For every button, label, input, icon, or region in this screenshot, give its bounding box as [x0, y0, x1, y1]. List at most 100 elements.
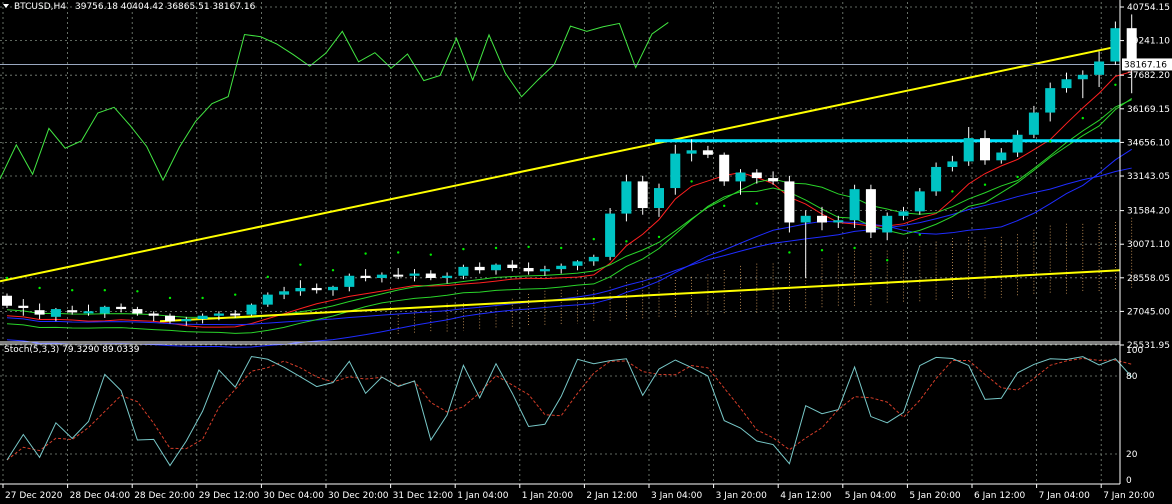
- psar-dot: [5, 276, 9, 280]
- time-tick-label: 29 Dec 12:00: [199, 491, 260, 501]
- time-tick-label: 31 Dec 12:00: [393, 491, 454, 501]
- psar-dot: [1016, 175, 1019, 179]
- candle: [67, 305, 78, 315]
- candle: [865, 184, 876, 239]
- candle: [947, 155, 958, 172]
- psar-dot: [136, 290, 139, 293]
- symbol-title: BTCUSD,H4: [14, 2, 66, 12]
- psar-dot: [462, 247, 465, 251]
- header-triangle-icon: [3, 4, 9, 8]
- candle: [311, 283, 322, 294]
- psar-dot: [71, 288, 74, 292]
- price-tick-label: 30071.10: [1127, 240, 1170, 250]
- candle: [882, 212, 893, 241]
- candle: [556, 263, 567, 274]
- candle: [621, 174, 632, 222]
- time-tick-label: 28 Dec 04:00: [70, 491, 131, 501]
- oscillator-line: [0, 22, 669, 182]
- candle: [931, 162, 942, 196]
- psar-dot: [299, 263, 302, 266]
- psar-dot: [918, 233, 921, 236]
- psar-dot: [755, 202, 758, 205]
- candle: [181, 316, 192, 326]
- candle: [393, 267, 404, 280]
- candle: [425, 270, 436, 281]
- candle: [849, 184, 860, 229]
- upper-trendline: [0, 44, 1121, 283]
- psar-dot: [1049, 140, 1052, 143]
- price-tick-label: 39241.10: [1127, 37, 1170, 47]
- stoch-title: Stoch(5,3,3) 79.3290 89.0339: [4, 345, 140, 355]
- candle: [1061, 72, 1072, 93]
- candle: [376, 272, 387, 283]
- candle: [1110, 21, 1121, 65]
- psar-dot: [886, 259, 889, 262]
- candle: [1094, 51, 1105, 88]
- candle: [702, 145, 713, 159]
- candle: [165, 313, 175, 324]
- time-tick-label: 28 Dec 20:00: [134, 491, 195, 501]
- candle: [588, 254, 599, 266]
- price-tick-label: 40754.15: [1127, 3, 1170, 13]
- time-tick-label: 7 Jan 04:00: [1039, 491, 1091, 501]
- psar-dot: [1081, 116, 1085, 120]
- price-tick-label: 25531.95: [1127, 341, 1170, 351]
- candle: [83, 304, 94, 316]
- candle: [654, 183, 664, 217]
- time-tick-label: 3 Jan 20:00: [716, 491, 768, 501]
- psar-dot: [103, 288, 107, 292]
- candle: [442, 272, 453, 284]
- candle: [295, 280, 306, 296]
- stoch-main-line: [6, 355, 1133, 467]
- candle: [605, 208, 616, 261]
- psar-dot: [397, 251, 400, 254]
- candle: [360, 269, 371, 282]
- ma-slow2-line: [6, 148, 1132, 348]
- price-tick-label: 31584.20: [1127, 207, 1170, 217]
- psar-dot: [690, 180, 693, 183]
- price-tick-label: 27045.00: [1127, 307, 1170, 317]
- parabolic-sar: [5, 83, 1117, 300]
- ma-mid2-line: [6, 98, 1132, 334]
- time-tick-label: 5 Jan 20:00: [909, 491, 961, 501]
- time-tick-label: 6 Jan 12:00: [974, 491, 1026, 501]
- candle: [197, 313, 208, 324]
- current-price-tag: [1122, 58, 1172, 71]
- psar-dot: [788, 251, 791, 254]
- candle: [1045, 82, 1056, 122]
- time-tick-label: 5 Jan 04:00: [845, 491, 897, 501]
- psar-dot: [364, 252, 367, 255]
- trend-lines[interactable]: [0, 44, 1121, 323]
- candle: [409, 269, 420, 282]
- time-tick-label: 1 Jan 20:00: [522, 491, 574, 501]
- time-tick-label: 30 Dec 20:00: [328, 491, 389, 501]
- candle: [735, 169, 746, 195]
- candle: [1126, 14, 1137, 94]
- psar-dot: [494, 246, 498, 250]
- psar-dot: [657, 235, 661, 239]
- candle: [230, 310, 241, 318]
- psar-dot: [266, 275, 269, 279]
- candle: [213, 311, 224, 321]
- stoch-level-label: 100: [1126, 346, 1143, 356]
- candle: [898, 206, 909, 221]
- candle: [637, 175, 648, 215]
- candle: [507, 260, 518, 272]
- candle: [686, 139, 697, 162]
- candle: [784, 175, 795, 233]
- candle: [279, 286, 290, 300]
- candle: [523, 262, 534, 275]
- stochastic-panel: [6, 355, 1133, 467]
- ma-mid-line: [6, 99, 1132, 319]
- psar-dot: [723, 204, 726, 208]
- candle: [246, 303, 257, 316]
- candle: [474, 262, 485, 274]
- ichimoku-cloud: [397, 217, 1133, 335]
- current-price-value: 38167.16: [1124, 60, 1167, 70]
- ohlc-readout: 39756.18 40404.42 36865.51 38167.16: [75, 2, 256, 12]
- grid: [0, 2, 1120, 484]
- price-tick-label: 36169.15: [1127, 105, 1170, 115]
- psar-dot: [429, 253, 432, 256]
- price-tick-label: 37682.20: [1127, 71, 1170, 81]
